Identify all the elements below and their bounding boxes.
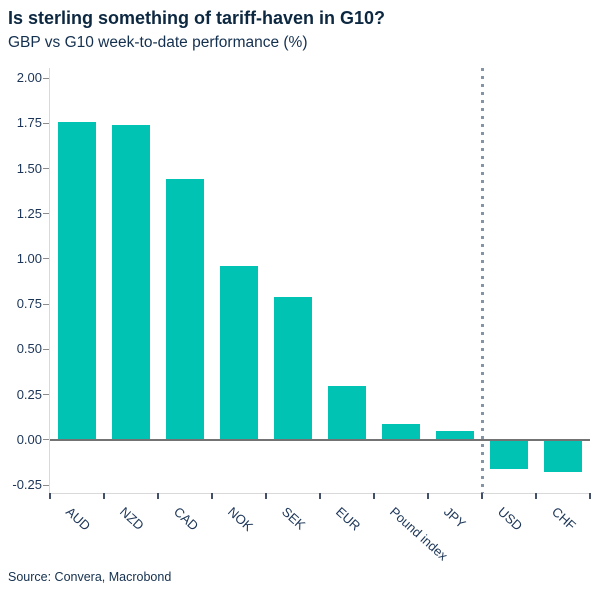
x-axis-tick [211, 493, 213, 499]
bar-nok [220, 266, 258, 440]
y-axis-label: 0.75 [16, 296, 42, 312]
bar-cad [166, 179, 204, 440]
y-axis-label: -0.25 [12, 477, 42, 493]
bar-sek [274, 296, 312, 440]
y-axis-tick [43, 77, 49, 79]
y-axis-label: 0.25 [16, 386, 42, 402]
y-axis-tick [43, 303, 49, 305]
y-axis-tick [43, 439, 49, 441]
y-axis-tick [43, 213, 49, 215]
y-axis-label: 1.75 [16, 115, 42, 131]
x-axis-tick [589, 493, 591, 499]
y-axis-label: 1.50 [16, 160, 42, 176]
x-axis-label: AUD [62, 504, 94, 534]
x-axis-label: NZD [116, 504, 147, 534]
x-axis-label: EUR [332, 504, 364, 534]
y-axis-label: 1.00 [16, 250, 42, 266]
x-axis-tick [535, 493, 537, 499]
bar-aud [58, 121, 96, 440]
chart-subtitle: GBP vs G10 week-to-date performance (%) [8, 34, 308, 51]
y-axis-tick [43, 394, 49, 396]
x-axis-tick [49, 493, 51, 499]
zero-baseline [50, 438, 590, 441]
y-axis-label: 2.00 [16, 70, 42, 86]
bar-eur [328, 385, 366, 440]
bar-pound-index [382, 423, 420, 440]
bar-nzd [112, 125, 150, 440]
bar-jpy [436, 430, 474, 440]
x-axis-tick [427, 493, 429, 499]
source-note: Source: Convera, Macrobond [8, 570, 172, 584]
x-axis-label: CAD [170, 504, 202, 534]
y-axis-tick [43, 258, 49, 260]
x-axis-tick [103, 493, 105, 499]
x-axis-tick [319, 493, 321, 499]
x-axis-label: SEK [278, 504, 309, 533]
x-axis-label: NOK [224, 504, 256, 534]
bar-usd [490, 439, 528, 469]
chart-title: Is sterling something of tariff-haven in… [8, 8, 386, 28]
x-axis-label: CHF [548, 504, 579, 534]
x-axis-tick [157, 493, 159, 499]
y-axis-tick [43, 122, 49, 124]
separator-dotted-line [480, 68, 484, 493]
x-axis-label: JPY [440, 504, 469, 532]
plot-area: 2.00 1.75 1.50 1.25 1.00 0.75 0.50 0.25 0.00 -0.2… [12, 68, 591, 564]
x-axis-label: USD [494, 504, 526, 534]
y-axis-tick [43, 484, 49, 486]
x-axis-tick [265, 493, 267, 499]
y-axis-label: 1.25 [16, 205, 42, 221]
y-axis-label: 0.00 [16, 431, 42, 447]
y-axis-tick [43, 348, 49, 350]
bar-chf [544, 439, 582, 473]
y-axis-label: 0.50 [16, 341, 42, 357]
y-axis-tick [43, 168, 49, 170]
x-axis-tick [373, 493, 375, 499]
x-axis-tick [481, 493, 483, 499]
